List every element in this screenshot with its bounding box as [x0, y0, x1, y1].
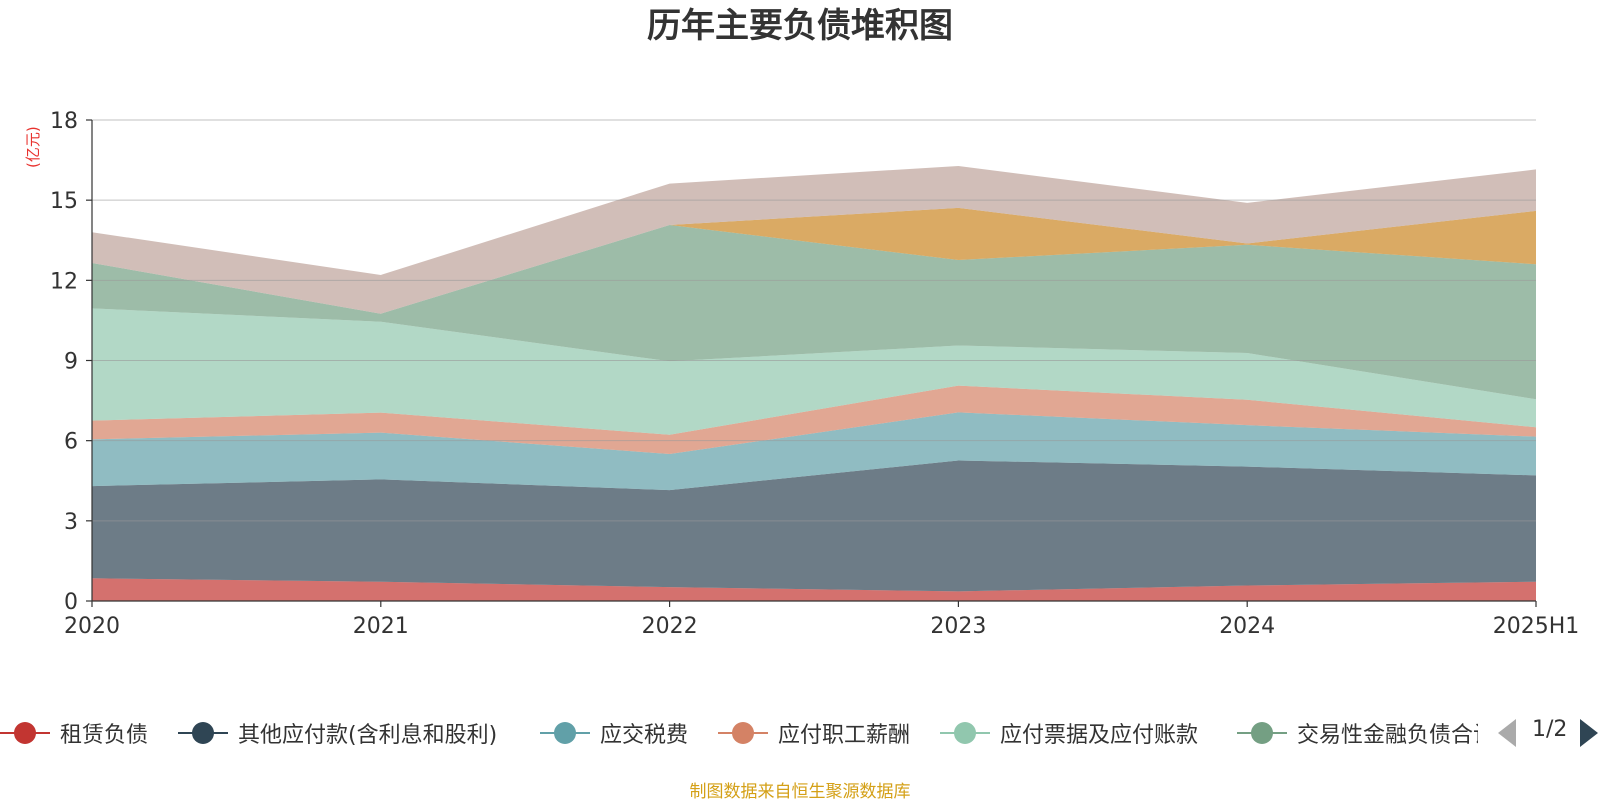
- legend-marker-icon: [178, 721, 228, 745]
- x-tick-label: 2020: [64, 614, 120, 639]
- series-area-3: [92, 412, 1536, 491]
- legend-pager: 1/2: [1498, 715, 1600, 751]
- legend-marker-icon: [940, 721, 990, 745]
- legend-items: 租赁负债 其他应付款(含利息和股利) 应交税费 应付职工薪酬 应付票据及应付账款 交易性金…: [0, 715, 1478, 751]
- series-area-2: [92, 460, 1536, 592]
- x-tick-label: 2024: [1219, 614, 1275, 639]
- legend-prev-page-icon[interactable]: [1498, 719, 1516, 747]
- x-tick-label: 2022: [642, 614, 698, 639]
- legend-marker-icon: [0, 721, 50, 745]
- legend-label: 应交税费: [600, 723, 689, 748]
- legend-marker-dot: [732, 722, 754, 744]
- legend-item[interactable]: 其他应付款(含利息和股利): [178, 715, 497, 751]
- legend-marker-dot: [554, 722, 576, 744]
- x-tick-label: 2021: [353, 614, 409, 639]
- x-tick-label: 2023: [930, 614, 986, 639]
- legend-marker-dot: [1251, 722, 1273, 744]
- legend-page-indicator: 1/2: [1532, 717, 1568, 742]
- series-area-6: [92, 225, 1536, 400]
- y-tick-label: 6: [64, 430, 78, 455]
- legend-label: 交易性金融负债合计: [1297, 723, 1478, 748]
- y-tick-label: 0: [64, 590, 78, 615]
- legend-marker-icon: [718, 721, 768, 745]
- legend-item[interactable]: 租赁负债: [0, 715, 148, 751]
- legend-label: 其他应付款(含利息和股利): [238, 723, 498, 748]
- legend-label: 租赁负债: [60, 723, 149, 748]
- y-tick-label: 18: [50, 109, 78, 134]
- source-note: 制图数据来自恒生聚源数据库: [689, 782, 911, 802]
- y-tick-label: 9: [64, 350, 78, 375]
- series-area-4: [92, 385, 1536, 455]
- y-tick-label: 3: [64, 510, 78, 535]
- legend-item[interactable]: 应交税费: [540, 715, 688, 751]
- legend-next-page-icon[interactable]: [1580, 719, 1598, 747]
- legend-marker-icon: [1237, 721, 1287, 745]
- x-tick-label: 2025H1: [1493, 614, 1580, 639]
- stacked-area-chart: 0 3 6 9 12 15 18 2020 2021 2022 2023 2024 2025H1: [50, 109, 1580, 639]
- legend-marker-dot: [954, 722, 976, 744]
- series-area-5: [92, 308, 1536, 435]
- legend-item[interactable]: 应付票据及应付账款: [940, 715, 1198, 751]
- legend-marker-dot: [14, 722, 36, 744]
- legend-item[interactable]: 应付职工薪酬: [718, 715, 910, 751]
- legend-item[interactable]: 交易性金融负债合计: [1237, 715, 1478, 751]
- series-area-8: [92, 165, 1536, 314]
- series-areas: [92, 165, 1536, 601]
- series-area-1: [92, 578, 1536, 601]
- legend-label: 应付职工薪酬: [778, 723, 911, 748]
- legend-marker-dot: [192, 722, 214, 744]
- y-tick-label: 15: [50, 189, 78, 214]
- gridlines: [92, 119, 1536, 522]
- legend-label: 应付票据及应付账款: [1000, 723, 1199, 748]
- chart-title: 历年主要负债堆积图: [647, 6, 953, 46]
- chart-legend: 租赁负债 其他应付款(含利息和股利) 应交税费 应付职工薪酬 应付票据及应付账款 交易性金…: [0, 715, 1600, 751]
- series-area-7: [92, 207, 1536, 314]
- legend-marker-icon: [540, 721, 590, 745]
- y-tick-label: 12: [50, 269, 78, 294]
